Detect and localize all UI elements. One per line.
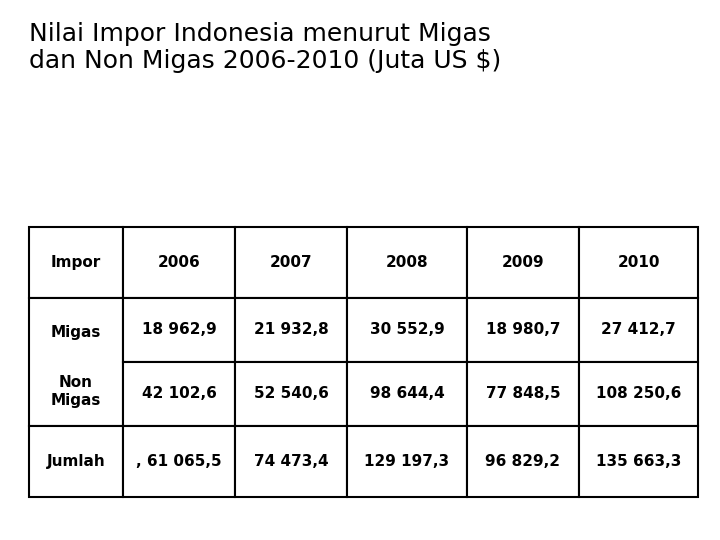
Text: 2008: 2008 bbox=[386, 255, 428, 269]
Text: 52 540,6: 52 540,6 bbox=[253, 387, 328, 401]
Bar bbox=[579, 298, 698, 362]
Bar bbox=[123, 426, 235, 497]
Text: , 61 065,5: , 61 065,5 bbox=[136, 454, 222, 469]
Bar bbox=[29, 227, 123, 298]
Text: 74 473,4: 74 473,4 bbox=[254, 454, 328, 469]
Bar bbox=[579, 227, 698, 298]
Text: Jumlah: Jumlah bbox=[47, 454, 105, 469]
Bar bbox=[235, 227, 347, 298]
Bar bbox=[579, 426, 698, 497]
Bar bbox=[123, 227, 235, 298]
Text: 108 250,6: 108 250,6 bbox=[596, 387, 681, 401]
Bar bbox=[235, 362, 347, 426]
Bar bbox=[347, 227, 467, 298]
Text: 129 197,3: 129 197,3 bbox=[364, 454, 449, 469]
Bar bbox=[467, 362, 579, 426]
Text: Non
Migas: Non Migas bbox=[50, 375, 101, 408]
Text: 30 552,9: 30 552,9 bbox=[369, 322, 444, 337]
Text: 18 962,9: 18 962,9 bbox=[142, 322, 217, 337]
Bar bbox=[347, 362, 467, 426]
Text: 42 102,6: 42 102,6 bbox=[142, 387, 217, 401]
Text: Impor: Impor bbox=[50, 255, 101, 269]
Text: 98 644,4: 98 644,4 bbox=[369, 387, 444, 401]
Bar bbox=[235, 426, 347, 497]
Text: Migas: Migas bbox=[50, 325, 101, 340]
Bar bbox=[235, 298, 347, 362]
Bar bbox=[347, 426, 467, 497]
Text: 21 932,8: 21 932,8 bbox=[254, 322, 328, 337]
Bar bbox=[123, 298, 235, 362]
Bar bbox=[467, 227, 579, 298]
Text: 96 829,2: 96 829,2 bbox=[485, 454, 560, 469]
Text: 77 848,5: 77 848,5 bbox=[485, 387, 560, 401]
Text: 2006: 2006 bbox=[158, 255, 200, 269]
Text: 2007: 2007 bbox=[270, 255, 312, 269]
Bar bbox=[579, 362, 698, 426]
Bar bbox=[467, 298, 579, 362]
Text: 2010: 2010 bbox=[618, 255, 660, 269]
Bar bbox=[467, 426, 579, 497]
Bar bbox=[29, 426, 123, 497]
Bar bbox=[29, 298, 123, 426]
Text: 2009: 2009 bbox=[502, 255, 544, 269]
Text: 27 412,7: 27 412,7 bbox=[601, 322, 676, 337]
Bar bbox=[123, 362, 235, 426]
Text: 135 663,3: 135 663,3 bbox=[596, 454, 681, 469]
Bar bbox=[347, 298, 467, 362]
Text: 18 980,7: 18 980,7 bbox=[485, 322, 560, 337]
Text: Nilai Impor Indonesia menurut Migas
dan Non Migas 2006-2010 (Juta US $): Nilai Impor Indonesia menurut Migas dan … bbox=[29, 22, 501, 73]
